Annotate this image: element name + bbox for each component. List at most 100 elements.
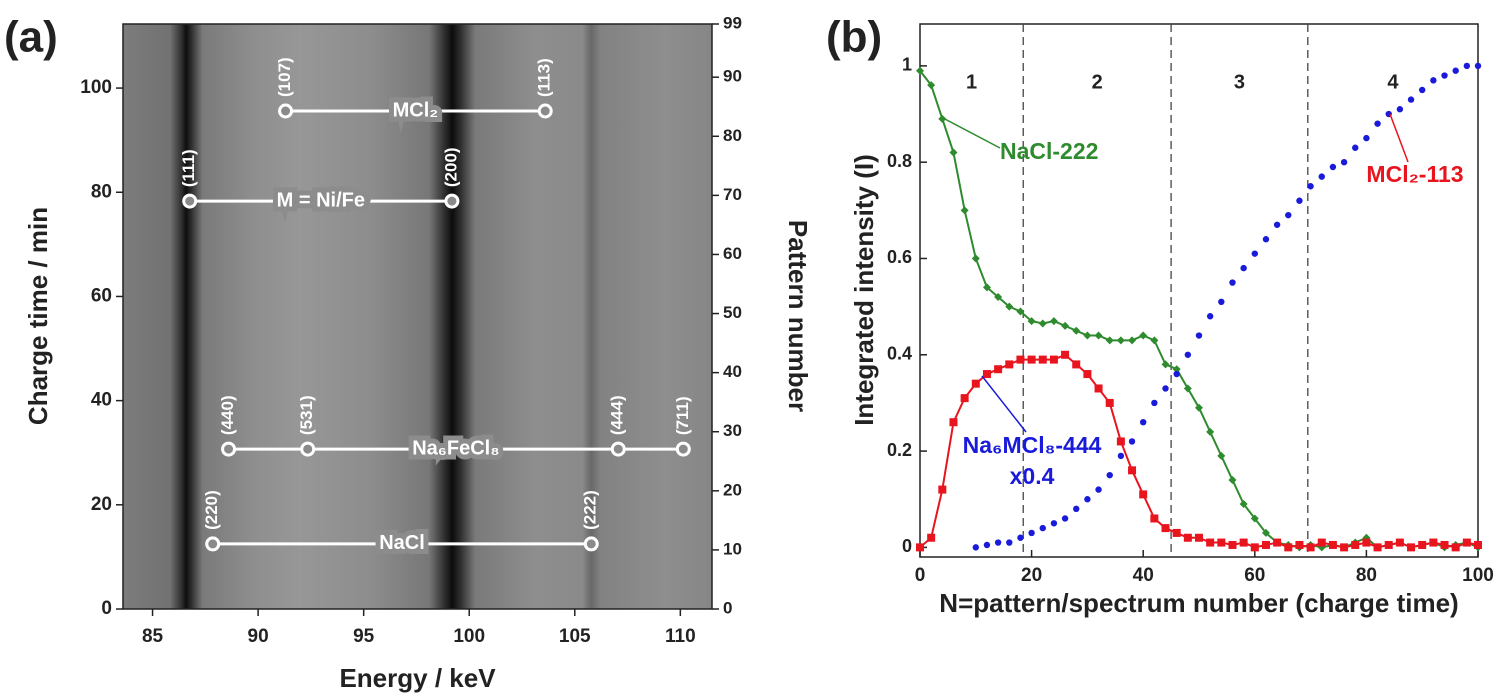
x-tick-label: 105 bbox=[559, 626, 591, 647]
data-point bbox=[1384, 540, 1393, 549]
data-point bbox=[1061, 515, 1069, 522]
peak-index: (440) bbox=[218, 395, 237, 435]
data-point bbox=[1039, 524, 1046, 532]
data-point bbox=[1027, 355, 1036, 364]
data-point bbox=[1251, 250, 1259, 257]
data-point bbox=[1307, 183, 1314, 190]
peak-marker bbox=[278, 103, 294, 119]
y2-tick-label: 80 bbox=[723, 126, 742, 145]
y-tick-label: 1 bbox=[902, 55, 912, 75]
x-tick-label: 110 bbox=[665, 626, 696, 647]
annotation-label: Na₆MCl₈-444 bbox=[963, 432, 1102, 458]
data-point bbox=[1217, 451, 1226, 460]
data-point bbox=[1038, 319, 1047, 328]
peak-marker bbox=[610, 441, 626, 457]
data-point bbox=[949, 418, 958, 427]
y-tick-label: 20 bbox=[91, 494, 112, 515]
phase-label: NaCl bbox=[379, 532, 425, 554]
y-axis-label: Integrated intensity (I) bbox=[849, 154, 879, 426]
data-point bbox=[1273, 538, 1282, 547]
data-point bbox=[982, 370, 991, 379]
data-point bbox=[1363, 134, 1370, 142]
y2-tick-label: 50 bbox=[723, 303, 742, 322]
data-point bbox=[1095, 486, 1102, 493]
data-point bbox=[1183, 533, 1192, 542]
data-point bbox=[1228, 475, 1237, 484]
data-point bbox=[1195, 403, 1203, 412]
y-tick-label: 0 bbox=[101, 598, 112, 619]
data-point bbox=[1139, 331, 1148, 340]
data-point bbox=[1072, 326, 1081, 335]
data-point bbox=[1429, 538, 1438, 547]
data-point bbox=[1284, 543, 1293, 552]
y-tick-label: 40 bbox=[91, 390, 112, 411]
data-point bbox=[1049, 355, 1058, 364]
data-point bbox=[983, 541, 991, 549]
data-point bbox=[1285, 211, 1292, 219]
data-point bbox=[949, 148, 958, 157]
phase-label: M = Ni/Fe bbox=[277, 189, 365, 211]
data-point bbox=[1128, 466, 1137, 475]
x-axis-label: Energy / keV bbox=[339, 663, 496, 693]
data-point bbox=[1463, 62, 1471, 70]
data-point bbox=[1151, 399, 1158, 407]
peak-index: (220) bbox=[202, 490, 221, 530]
data-point bbox=[1105, 398, 1114, 407]
data-point bbox=[1218, 298, 1225, 306]
y2-tick-label: 40 bbox=[723, 362, 742, 381]
data-point bbox=[1073, 505, 1080, 513]
data-point bbox=[1395, 538, 1404, 547]
y2-tick-label: 10 bbox=[723, 539, 742, 558]
x-tick-label: 95 bbox=[353, 626, 375, 647]
y-tick-label: 60 bbox=[91, 285, 112, 306]
data-point bbox=[971, 379, 980, 388]
data-point bbox=[1072, 360, 1081, 369]
data-point bbox=[1049, 317, 1058, 326]
y2-tick-label: 20 bbox=[723, 480, 742, 499]
data-point bbox=[972, 544, 979, 551]
data-point bbox=[994, 539, 1002, 546]
x-tick-label: 100 bbox=[453, 626, 485, 647]
data-point bbox=[1006, 539, 1013, 546]
region-label: 1 bbox=[966, 71, 977, 93]
annotation-leader bbox=[981, 375, 1027, 433]
annotation-leader bbox=[942, 117, 1001, 149]
data-point bbox=[1229, 279, 1236, 286]
peak-marker bbox=[537, 103, 553, 119]
data-point bbox=[1295, 540, 1304, 549]
annotation-label: x0.4 bbox=[1010, 463, 1055, 489]
y2-tick-label: 99 bbox=[723, 13, 742, 32]
annotation-label: MCl₂-113 bbox=[1366, 161, 1463, 187]
data-point bbox=[1441, 72, 1448, 79]
data-point bbox=[1106, 471, 1113, 479]
data-point bbox=[1451, 543, 1460, 552]
data-point bbox=[1005, 302, 1014, 311]
data-point bbox=[1240, 264, 1247, 272]
peak-index: (111) bbox=[179, 149, 198, 187]
y2-axis-label: Pattern number bbox=[783, 220, 813, 412]
y2-tick-label: 60 bbox=[723, 244, 742, 263]
peak-marker bbox=[300, 441, 316, 457]
plot-frame bbox=[919, 23, 1479, 558]
peak-marker bbox=[221, 441, 237, 457]
y-tick-label: 0.6 bbox=[887, 247, 912, 267]
panel-label: (b) bbox=[826, 13, 882, 62]
data-point bbox=[1250, 514, 1259, 523]
data-point bbox=[1250, 543, 1259, 552]
data-point bbox=[1173, 370, 1180, 378]
peak-index: (444) bbox=[608, 395, 627, 435]
data-point bbox=[1228, 540, 1237, 549]
data-point bbox=[960, 206, 969, 215]
data-point bbox=[1027, 317, 1036, 326]
phase-label: MCl₂ bbox=[393, 99, 439, 121]
data-point bbox=[982, 283, 991, 292]
data-point bbox=[1161, 524, 1170, 533]
y-tick-label: 100 bbox=[80, 77, 112, 98]
x-axis-label: N=pattern/spectrum number (charge time) bbox=[939, 588, 1458, 618]
data-point bbox=[1094, 384, 1103, 393]
peak-index: (711) bbox=[673, 396, 692, 435]
data-point bbox=[1139, 490, 1148, 499]
data-point bbox=[1184, 351, 1192, 358]
data-point bbox=[1462, 538, 1471, 547]
